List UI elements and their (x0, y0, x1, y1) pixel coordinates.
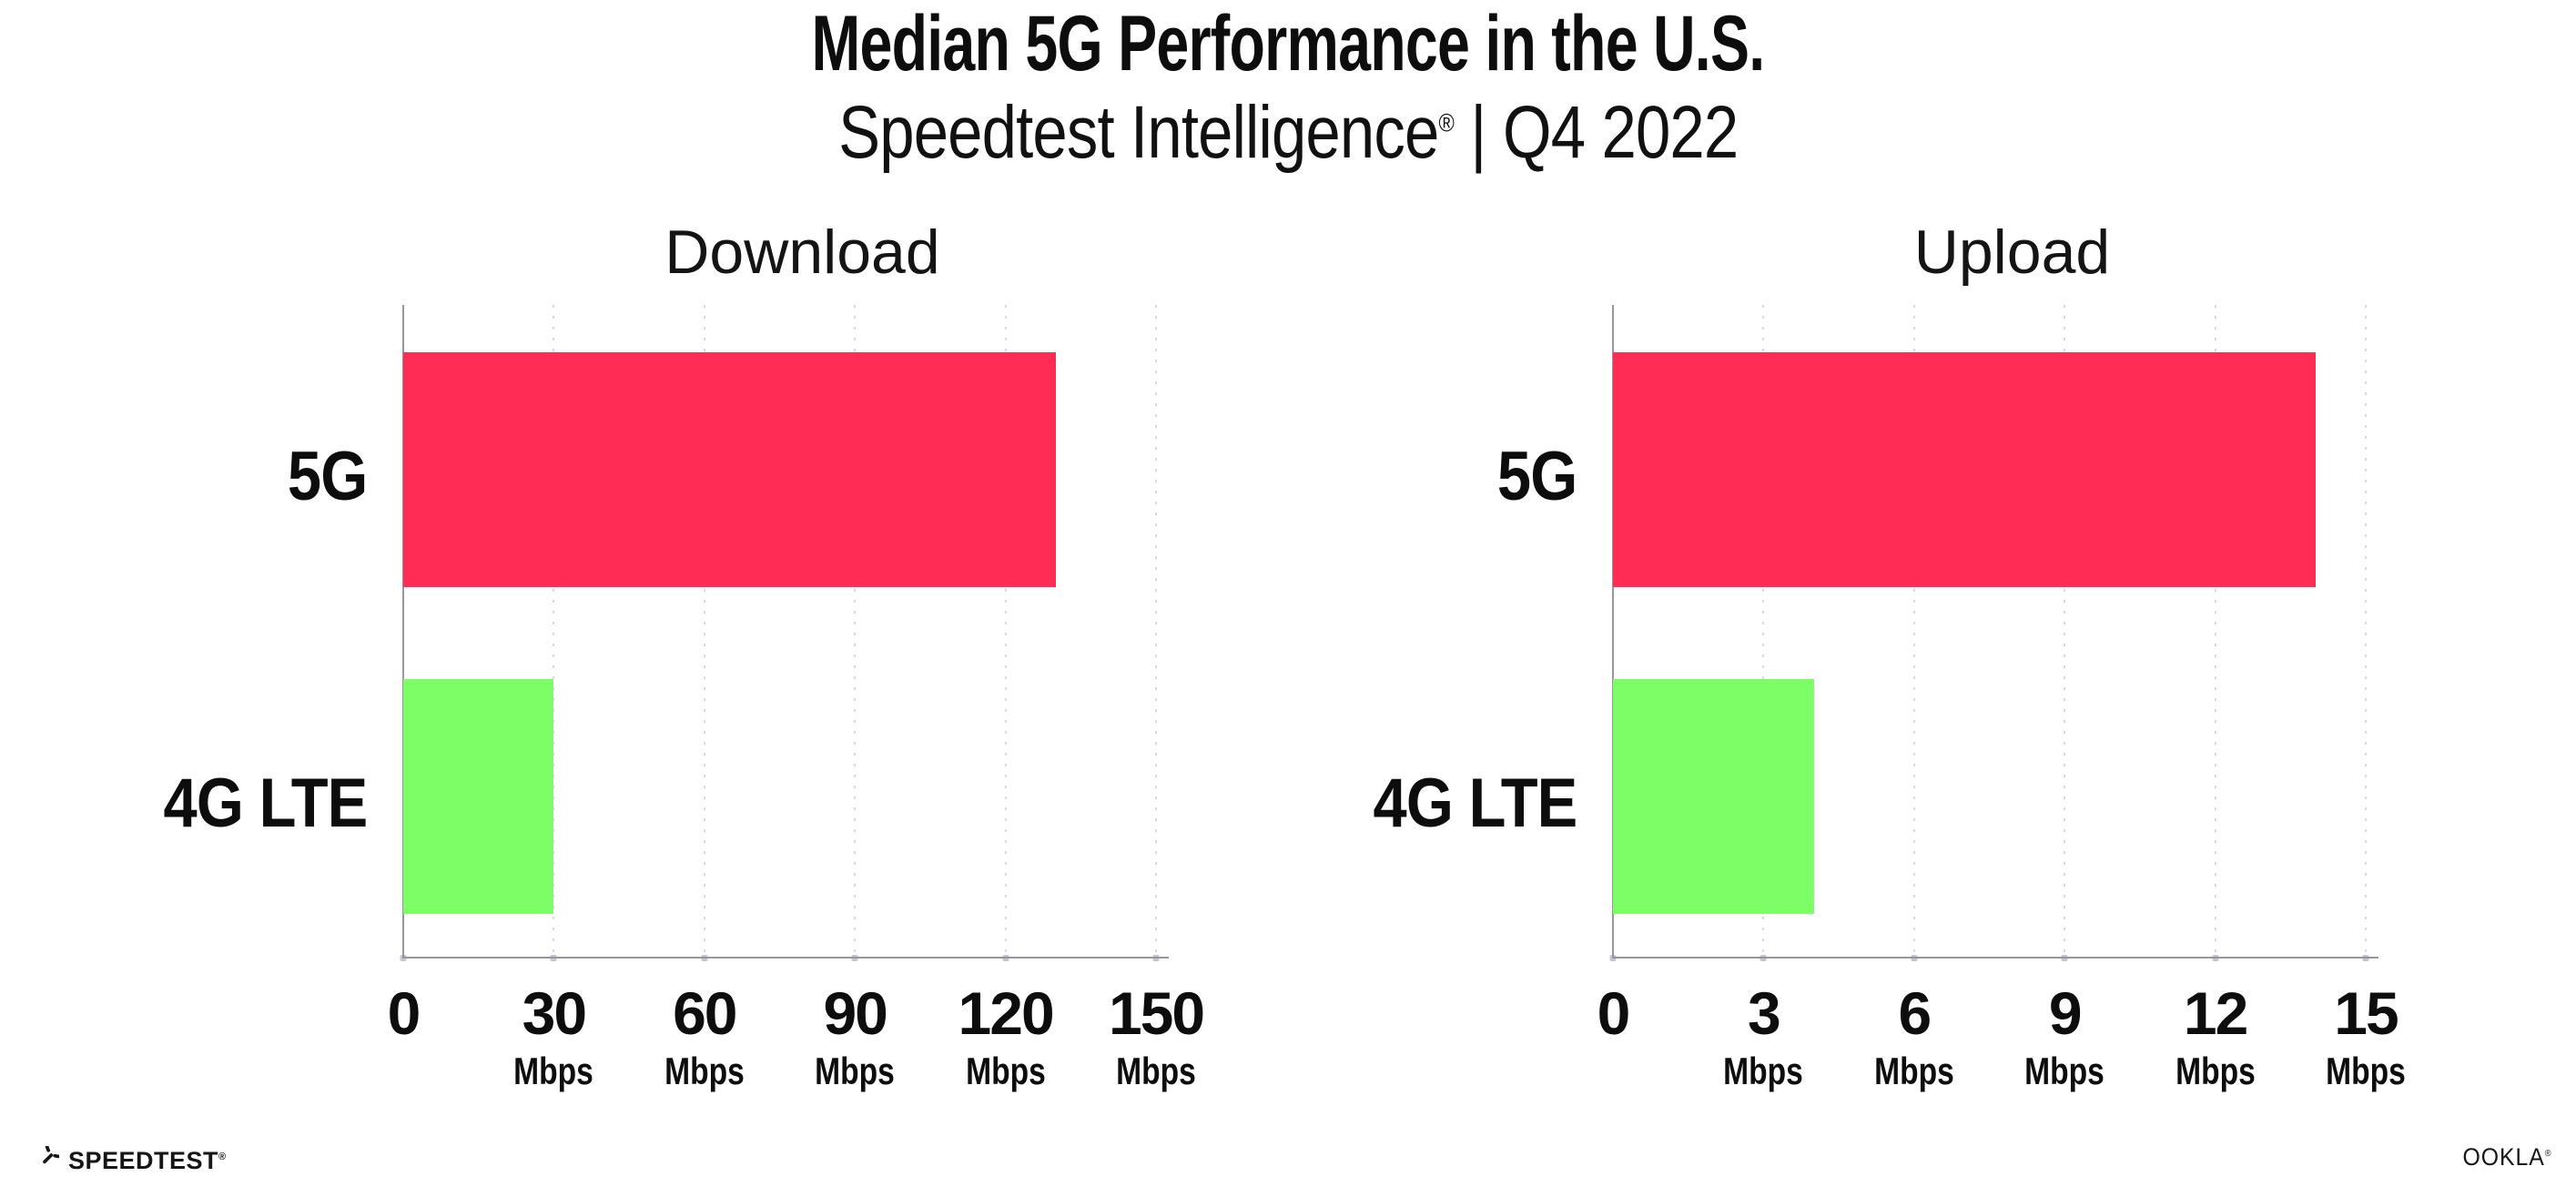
download-tick-label-150: 150 (1108, 979, 1205, 1047)
download-chart: Download 0 30 Mbps 60 Mbps 90 Mbps 120 Mbps 150 Mbp… (163, 221, 1205, 1090)
upload-tick-unit-text-3: Mbps (1723, 1050, 1804, 1092)
download-bar-5g (403, 352, 1056, 587)
upload-tick-label-0: 0 (1597, 979, 1631, 1047)
upload-tick-unit-text-15: Mbps (2326, 1050, 2406, 1092)
page-title: Median 5G Performance in the U.S. (0, 5, 2576, 83)
upload-bar-5g (1613, 352, 2316, 587)
upload-gridline-3 (1762, 305, 1765, 958)
download-tick-unit-text-120: Mbps (965, 1050, 1046, 1092)
ookla-wordmark: OOKLA® (2462, 1145, 2551, 1170)
download-tick-unit-text-30: Mbps (513, 1050, 594, 1092)
download-bar-4g-lte (403, 679, 554, 914)
upload-tick-unit-text-9: Mbps (2024, 1050, 2105, 1092)
upload-tick-unit-text-12: Mbps (2175, 1050, 2256, 1092)
speedtest-gauge-icon (43, 1146, 59, 1164)
download-gridline-60 (703, 305, 705, 958)
download-category-label-5g: 5G (287, 438, 368, 515)
speedtest-label: SPEEDTEST (68, 1146, 219, 1174)
speedtest-wordmark: SPEEDTEST® (68, 1146, 227, 1174)
upload-tick-label-15: 15 (2334, 979, 2399, 1047)
ookla-registered-mark: ® (2544, 1149, 2551, 1159)
ookla-logo: OOKLA® (2455, 1145, 2551, 1170)
page-subtitle: Speedtest Intelligence® | Q4 2022 (0, 96, 2576, 170)
download-gridline-30 (553, 305, 555, 958)
download-category-label-4g-lte: 4G LTE (163, 765, 368, 842)
upload-gridline-12 (2214, 305, 2216, 958)
download-tick-unit-text-60: Mbps (664, 1050, 745, 1092)
download-title: Download (664, 218, 940, 287)
upload-title: Upload (1913, 218, 2111, 287)
page-title-text: Median 5G Performance in the U.S. (811, 0, 1766, 87)
download-tick-label-60: 60 (673, 979, 737, 1047)
subtitle-separator: | (1470, 91, 1486, 174)
upload-tick-label-12: 12 (2183, 979, 2248, 1047)
upload-tick-unit-12: Mbps (2165, 1052, 2266, 1090)
subtitle-brand: Speedtest Intelligence (837, 91, 1439, 174)
upload-bar-4g-lte (1613, 679, 1814, 914)
download-tick-unit-text-150: Mbps (1116, 1050, 1196, 1092)
upload-chart: Upload 0 3 Mbps 6 Mbps 9 Mbps 12 Mbps 15 Mbps 5G 4G L… (1373, 221, 2406, 1090)
download-tick-label-90: 90 (823, 979, 887, 1047)
upload-category-label-5g: 5G (1496, 438, 1577, 515)
upload-y-axis-line (1612, 305, 1614, 959)
upload-category-label-4g-lte: 4G LTE (1373, 765, 1577, 842)
download-tick-label-30: 30 (522, 979, 587, 1047)
page-subtitle-text: Speedtest Intelligence® | Q4 2022 (838, 96, 1739, 170)
download-tick-label-0: 0 (387, 979, 421, 1047)
upload-tick-unit-9: Mbps (2014, 1052, 2115, 1090)
speedtest-logo: SPEEDTEST® (30, 1146, 227, 1175)
upload-tick-unit-3: Mbps (1714, 1052, 1814, 1090)
upload-gridline-9 (2064, 305, 2066, 958)
download-tick-label-120: 120 (958, 979, 1055, 1047)
download-y-axis-line (402, 305, 404, 959)
upload-tick-label-3: 3 (1748, 979, 1781, 1047)
upload-tick-unit-6: Mbps (1864, 1052, 1964, 1090)
registered-mark: ® (1438, 108, 1454, 137)
download-tick-unit-60: Mbps (654, 1052, 755, 1090)
download-gridline-150 (1155, 305, 1157, 958)
subtitle-period: Q4 2022 (1502, 91, 1739, 174)
upload-tick-label-6: 6 (1898, 979, 1932, 1047)
download-tick-unit-30: Mbps (504, 1052, 604, 1090)
download-x-axis-line (402, 957, 1169, 959)
download-tick-unit-text-90: Mbps (815, 1050, 896, 1092)
download-gridline-90 (854, 305, 857, 958)
upload-tick-label-9: 9 (2048, 979, 2083, 1047)
upload-tick-unit-text-6: Mbps (1873, 1050, 1954, 1092)
upload-gridline-6 (1912, 305, 1915, 958)
download-tick-unit-120: Mbps (956, 1052, 1056, 1090)
upload-tick-unit-15: Mbps (2316, 1052, 2416, 1090)
download-tick-unit-90: Mbps (805, 1052, 905, 1090)
upload-x-axis-line (1612, 957, 2378, 959)
upload-gridline-15 (2365, 305, 2367, 958)
speedtest-registered-mark: ® (218, 1151, 227, 1162)
ookla-label: OOKLA (2462, 1143, 2545, 1171)
download-gridline-120 (1004, 305, 1007, 958)
download-tick-unit-150: Mbps (1106, 1052, 1206, 1090)
